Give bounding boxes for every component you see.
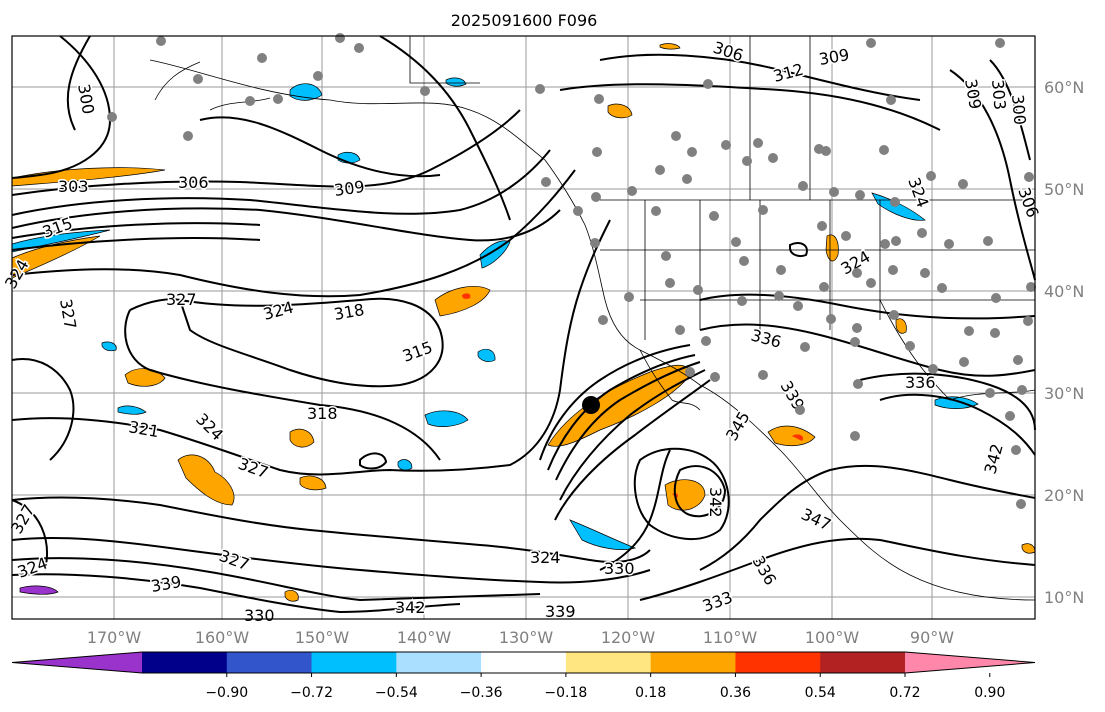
lat-label: 10°N xyxy=(1044,588,1084,607)
station-markers xyxy=(107,33,1036,509)
colorbar-tick-label: −0.54 xyxy=(375,685,418,701)
colorbar-tick-label: −0.36 xyxy=(460,685,503,701)
colorbar-segment xyxy=(481,652,567,673)
graticule xyxy=(12,36,1035,619)
map-frame xyxy=(11,35,1036,620)
contour-label: 342 xyxy=(395,598,426,617)
contour-label: 336 xyxy=(905,373,936,392)
lon-label: 160°W xyxy=(195,628,250,647)
lon-label: 170°W xyxy=(87,628,142,647)
lon-label: 100°W xyxy=(805,628,860,647)
lon-label: 90°W xyxy=(910,628,954,647)
lon-label: 150°W xyxy=(295,628,350,647)
colorbar-segment xyxy=(820,652,906,673)
coastlines xyxy=(149,36,1036,601)
map-background xyxy=(12,36,1035,619)
colorbar-tick-label: −0.18 xyxy=(544,685,587,701)
colorbar-tick-label: −0.90 xyxy=(205,685,248,701)
colorbar-tick-label: 0.54 xyxy=(805,685,836,701)
lon-label: 120°W xyxy=(601,628,656,647)
colorbar-tick-label: 0.18 xyxy=(635,685,666,701)
lon-label: 130°W xyxy=(499,628,554,647)
lon-label: 140°W xyxy=(397,628,452,647)
contour-label: 327 xyxy=(166,290,197,309)
lon-label: 110°W xyxy=(703,628,758,647)
colorbar-segment xyxy=(142,652,228,673)
colorbar-segment xyxy=(311,652,397,673)
colorbar-tick-label: 0.72 xyxy=(889,685,920,701)
contour-label: 303 xyxy=(988,79,1010,111)
contour-label: 303 xyxy=(58,177,89,196)
contour-label: 309 xyxy=(333,177,366,200)
colorbar-segment xyxy=(565,652,652,673)
contour-label: 342 xyxy=(706,487,725,518)
map-panel: 306 312 309 300 303 306 309 303 306 300 … xyxy=(0,33,1044,627)
colorbar-segment xyxy=(396,652,482,673)
contour-label: 330 xyxy=(604,559,635,578)
lat-label: 50°N xyxy=(1044,180,1084,199)
colorbar-extend-min xyxy=(12,652,142,673)
contour-label: 306 xyxy=(178,173,209,192)
colorbar-segment xyxy=(650,652,736,673)
contour-label: 330 xyxy=(244,606,275,625)
lat-label: 30°N xyxy=(1044,384,1084,403)
contour-label: 324 xyxy=(530,548,561,567)
contour-label: 339 xyxy=(545,602,576,621)
contour-label: 318 xyxy=(307,404,338,423)
colorbar-tick-label: 0.36 xyxy=(720,685,751,701)
center-marker-dot xyxy=(582,396,600,414)
contour-label: 300 xyxy=(1008,94,1030,126)
latitude-labels: 60°N 50°N 40°N 30°N 20°N 10°N xyxy=(1044,78,1084,607)
lat-label: 20°N xyxy=(1044,486,1084,505)
colorbar-extend-max xyxy=(905,652,1035,673)
colorbar-segment xyxy=(735,652,821,673)
longitude-labels: 170°W 160°W 150°W 140°W 130°W 120°W 110°… xyxy=(87,628,954,647)
contour-label: 309 xyxy=(961,77,985,110)
contour-lines xyxy=(11,35,1036,614)
shaded-field xyxy=(11,43,1036,602)
colorbar-tick-label: −0.72 xyxy=(290,685,333,701)
colorbar-tick-label: 0.90 xyxy=(974,685,1005,701)
colorbar-segment xyxy=(226,652,313,673)
map-title: 2025091600 F096 xyxy=(451,11,598,30)
lat-label: 40°N xyxy=(1044,282,1084,301)
colorbar-outline xyxy=(11,651,1036,674)
colorbar: −0.90 −0.72 −0.54 −0.36 −0.18 0.18 0.36 0.54 0.7… xyxy=(11,651,1036,701)
lat-label: 60°N xyxy=(1044,78,1084,97)
